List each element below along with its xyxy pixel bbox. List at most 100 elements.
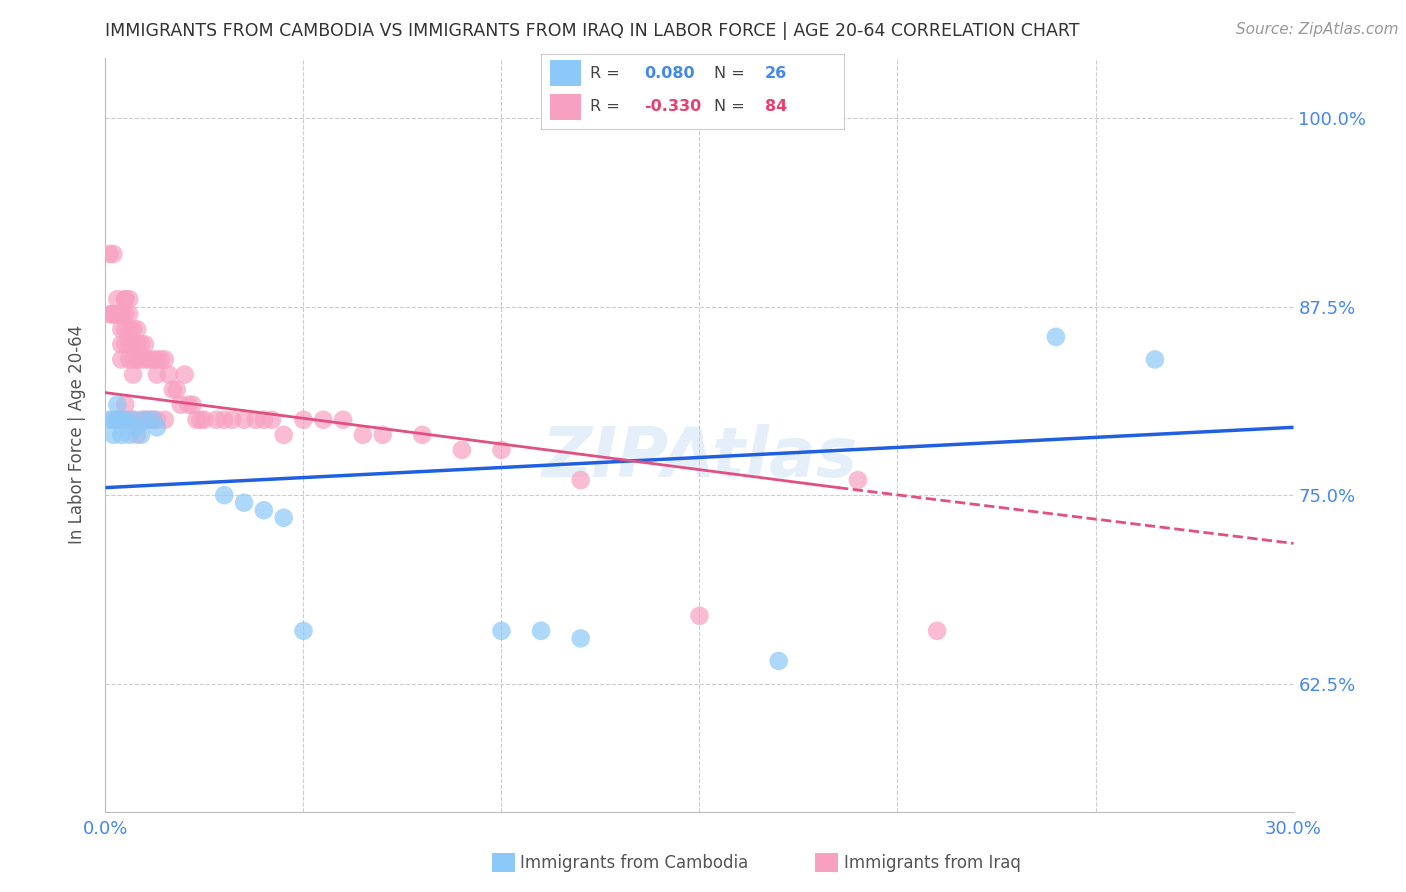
Point xyxy=(110,307,132,321)
Point xyxy=(114,322,136,336)
Text: -0.330: -0.330 xyxy=(644,99,702,114)
Point xyxy=(138,413,160,427)
Point xyxy=(491,624,513,638)
Point xyxy=(292,624,315,638)
Point xyxy=(846,473,869,487)
Text: R =: R = xyxy=(589,99,620,114)
Point xyxy=(233,496,256,510)
Point xyxy=(214,413,236,427)
Point xyxy=(122,322,145,336)
Point xyxy=(134,413,156,427)
Point xyxy=(292,413,315,427)
Point xyxy=(193,413,215,427)
Text: 84: 84 xyxy=(765,99,787,114)
Point xyxy=(177,398,200,412)
Point xyxy=(170,398,193,412)
Point xyxy=(352,428,374,442)
Point xyxy=(205,413,228,427)
Point xyxy=(110,337,132,351)
Point xyxy=(122,352,145,367)
Point xyxy=(110,413,132,427)
Point xyxy=(332,413,354,427)
Point xyxy=(98,307,121,321)
Point xyxy=(245,413,267,427)
Point xyxy=(153,352,176,367)
Point xyxy=(142,352,165,367)
Text: 26: 26 xyxy=(765,66,787,81)
Point xyxy=(173,368,195,382)
Bar xyxy=(550,61,581,87)
Point xyxy=(118,292,141,306)
Text: N =: N = xyxy=(714,99,744,114)
Point xyxy=(103,413,125,427)
Point xyxy=(142,413,165,427)
Point xyxy=(146,352,169,367)
Text: ZIPAtlas: ZIPAtlas xyxy=(541,424,858,491)
Point xyxy=(149,352,172,367)
Point xyxy=(105,413,128,427)
Point xyxy=(1143,352,1166,367)
Point xyxy=(569,473,592,487)
Point xyxy=(530,624,553,638)
Text: Immigrants from Cambodia: Immigrants from Cambodia xyxy=(520,854,748,871)
Point xyxy=(103,307,125,321)
Point xyxy=(134,337,156,351)
Point xyxy=(221,413,243,427)
Point xyxy=(110,307,132,321)
Point xyxy=(214,488,236,502)
Point xyxy=(768,654,790,668)
Y-axis label: In Labor Force | Age 20-64: In Labor Force | Age 20-64 xyxy=(67,326,86,544)
Point xyxy=(312,413,335,427)
Point xyxy=(138,352,160,367)
Point xyxy=(98,413,121,427)
Text: 0.080: 0.080 xyxy=(644,66,695,81)
Point xyxy=(129,337,152,351)
Point xyxy=(110,352,132,367)
Point xyxy=(157,368,180,382)
Point xyxy=(146,420,169,434)
Point xyxy=(122,413,145,427)
Point xyxy=(371,428,394,442)
Point xyxy=(114,398,136,412)
Point xyxy=(273,428,295,442)
Point xyxy=(129,352,152,367)
Point xyxy=(118,413,141,427)
Point xyxy=(146,413,169,427)
Point xyxy=(98,247,121,261)
Bar xyxy=(550,95,581,120)
Text: R =: R = xyxy=(589,66,620,81)
Text: IMMIGRANTS FROM CAMBODIA VS IMMIGRANTS FROM IRAQ IN LABOR FORCE | AGE 20-64 CORR: IMMIGRANTS FROM CAMBODIA VS IMMIGRANTS F… xyxy=(105,22,1080,40)
Point xyxy=(103,247,125,261)
Point xyxy=(127,420,149,434)
Point xyxy=(110,413,132,427)
Point xyxy=(134,413,156,427)
Point xyxy=(129,428,152,442)
Point xyxy=(127,428,149,442)
Point xyxy=(186,413,208,427)
Text: N =: N = xyxy=(714,66,744,81)
Point xyxy=(925,624,948,638)
Point xyxy=(181,398,204,412)
Point xyxy=(114,292,136,306)
Point xyxy=(129,413,152,427)
Point xyxy=(118,337,141,351)
Point xyxy=(411,428,433,442)
Point xyxy=(1045,330,1067,344)
Point xyxy=(142,413,165,427)
Point xyxy=(689,608,711,623)
Point xyxy=(190,413,212,427)
Point xyxy=(105,307,128,321)
Text: Immigrants from Iraq: Immigrants from Iraq xyxy=(844,854,1021,871)
Point xyxy=(122,368,145,382)
Point xyxy=(491,442,513,457)
Point xyxy=(127,352,149,367)
Point xyxy=(114,307,136,321)
Point xyxy=(127,337,149,351)
Point xyxy=(153,413,176,427)
Point xyxy=(166,383,188,397)
Point xyxy=(114,413,136,427)
Point xyxy=(103,428,125,442)
Text: Source: ZipAtlas.com: Source: ZipAtlas.com xyxy=(1236,22,1399,37)
Point xyxy=(233,413,256,427)
Point xyxy=(105,307,128,321)
